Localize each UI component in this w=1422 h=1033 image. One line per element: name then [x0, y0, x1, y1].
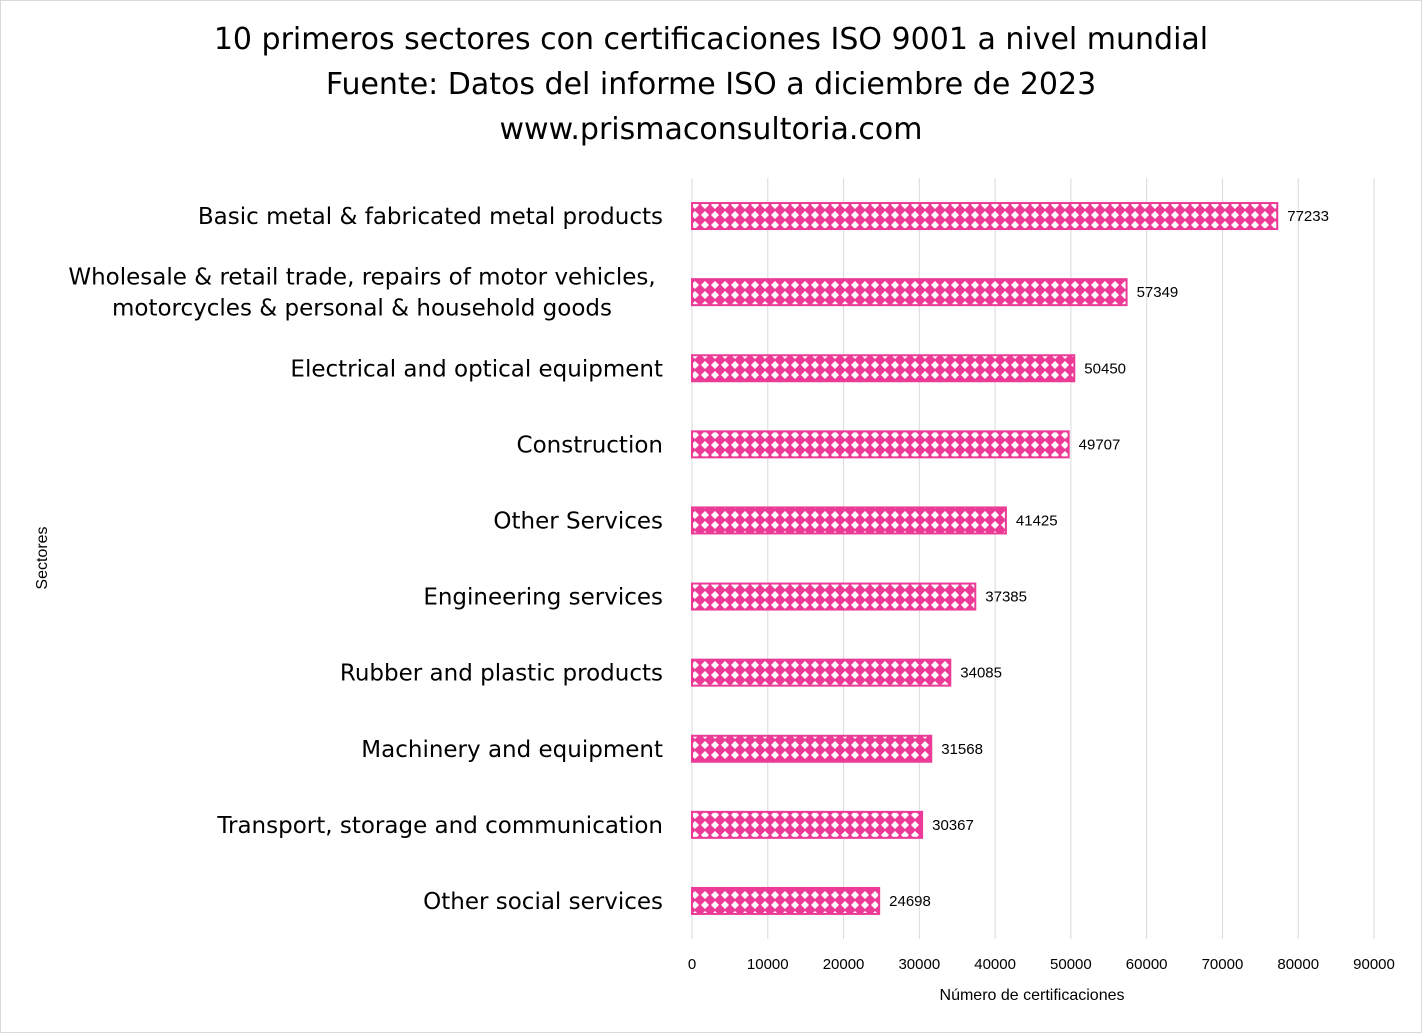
category-label-8-line-0: Transport, storage and communication [216, 813, 663, 839]
category-label-0: Basic metal & fabricated metal products [198, 204, 663, 230]
x-tick-label-5: 50000 [1050, 956, 1092, 973]
category-label-5: Engineering services [423, 585, 663, 611]
x-tick-label-8: 80000 [1277, 956, 1319, 973]
category-label-4: Other Services [493, 508, 663, 534]
data-label-0: 77233 [1287, 208, 1329, 225]
bar-5 [691, 582, 977, 611]
chart-title-line-3: www.prismaconsultoria.com [499, 112, 923, 147]
data-label-6: 34085 [960, 665, 1002, 682]
bar-6 [691, 658, 952, 687]
data-label-5: 37385 [985, 589, 1027, 606]
category-label-4-line-0: Other Services [493, 508, 663, 534]
bar-8 [691, 810, 924, 839]
data-label-2: 50450 [1084, 360, 1126, 377]
data-label-9: 24698 [889, 893, 931, 910]
data-labels: 77233 57349 50450 49707 41425 37385 34085 31568… [889, 208, 1329, 910]
y-axis-title: Sectores [34, 526, 51, 589]
data-label-1: 57349 [1137, 284, 1179, 301]
category-label-9-line-0: Other social services [423, 889, 663, 915]
category-label-9: Other social services [423, 889, 663, 915]
x-tick-label-2: 20000 [823, 956, 865, 973]
category-label-3-line-0: Construction [517, 432, 663, 458]
data-label-4: 41425 [1016, 512, 1058, 529]
bar-1 [691, 278, 1128, 307]
bar-3 [691, 430, 1070, 459]
data-label-3: 49707 [1079, 436, 1121, 453]
category-label-8: Transport, storage and communication [216, 813, 663, 839]
bar-7 [691, 734, 933, 763]
category-label-1-line-1: motorcycles & personal & household goods [112, 296, 612, 322]
x-tick-label-7: 70000 [1202, 956, 1244, 973]
data-label-8: 30367 [932, 817, 974, 834]
x-tick-label-4: 40000 [974, 956, 1016, 973]
chart-title-line-2: Fuente: Datos del informe ISO a diciembr… [325, 67, 1097, 102]
x-tick-label-6: 60000 [1126, 956, 1168, 973]
category-label-7: Machinery and equipment [361, 737, 663, 763]
category-label-5-line-0: Engineering services [423, 585, 663, 611]
x-axis-tick-labels: 0 10000 20000 30000 40000 50000 60000 70000 8000… [688, 956, 1395, 973]
category-label-2-line-0: Electrical and optical equipment [290, 356, 663, 382]
category-label-2: Electrical and optical equipment [290, 356, 663, 382]
x-tick-label-9: 90000 [1353, 956, 1395, 973]
x-axis-title: Número de certificaciones [940, 987, 1125, 1004]
category-label-6: Rubber and plastic products [340, 661, 663, 687]
category-label-0-line-0: Basic metal & fabricated metal products [198, 204, 663, 230]
data-label-7: 31568 [941, 741, 983, 758]
category-labels: Basic metal & fabricated metal products W… [68, 204, 663, 915]
bar-9 [691, 886, 881, 915]
category-label-1: Wholesale & retail trade, repairs of mot… [68, 265, 655, 322]
bar-4 [691, 506, 1007, 535]
x-tick-label-1: 10000 [747, 956, 789, 973]
category-label-6-line-0: Rubber and plastic products [340, 661, 663, 687]
category-label-3: Construction [517, 432, 663, 458]
category-label-7-line-0: Machinery and equipment [361, 737, 663, 763]
x-tick-label-0: 0 [688, 956, 696, 973]
bars [691, 202, 1279, 915]
category-label-1-line-0: Wholesale & retail trade, repairs of mot… [68, 265, 655, 291]
bar-0 [691, 202, 1279, 231]
chart-title-line-1: 10 primeros sectores con certificaciones… [213, 22, 1209, 57]
x-tick-label-3: 30000 [898, 956, 940, 973]
bar-2 [691, 354, 1076, 383]
